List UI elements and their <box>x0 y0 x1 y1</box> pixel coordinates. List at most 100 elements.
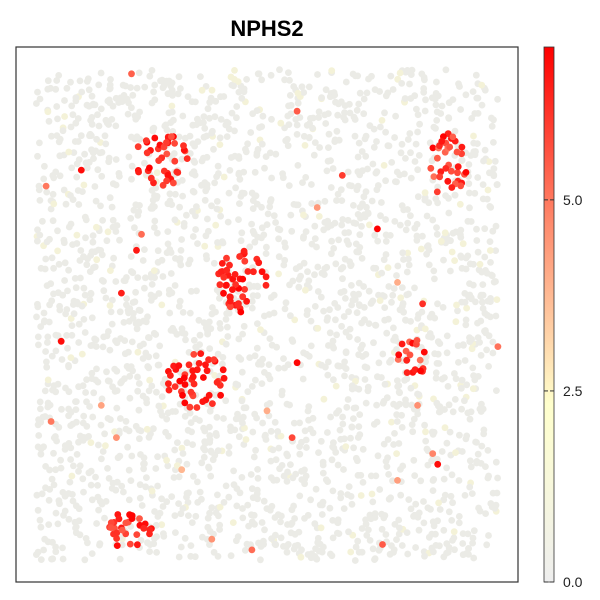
cell-point <box>72 119 80 127</box>
cell-point <box>253 414 260 422</box>
cell-point <box>150 425 157 433</box>
cell-point <box>75 201 83 208</box>
cell-point <box>155 290 163 297</box>
cell-point <box>50 290 57 298</box>
cell-point <box>461 397 468 405</box>
cell-point <box>206 114 213 122</box>
cell-point <box>274 428 282 435</box>
cell-point <box>100 287 108 295</box>
cell-point <box>267 427 275 435</box>
cell-point <box>285 69 292 76</box>
cell-point <box>284 452 291 460</box>
cell-point <box>68 102 76 110</box>
cell-point <box>327 184 335 191</box>
cell-point <box>82 535 90 542</box>
cell-point <box>90 155 97 163</box>
cell-point <box>106 194 114 202</box>
cell-point <box>459 530 467 537</box>
cell-point <box>431 275 438 283</box>
cell-point <box>380 440 388 448</box>
cell-point <box>327 413 334 421</box>
cell-point <box>285 102 292 110</box>
cell-point <box>244 501 252 509</box>
cell-point <box>455 513 463 520</box>
cell-point <box>332 260 340 268</box>
cell-point <box>332 448 340 456</box>
cluster-6-point <box>146 526 154 534</box>
cell-point <box>153 549 161 556</box>
cell-point <box>377 212 384 220</box>
cluster-2-point <box>250 268 257 276</box>
cell-point <box>201 124 209 132</box>
cell-point <box>140 465 148 473</box>
cell-point <box>64 287 71 295</box>
cell-point <box>151 508 159 515</box>
cell-point <box>315 114 322 121</box>
cell-point <box>216 134 224 142</box>
cell-point <box>389 86 397 93</box>
cell-point <box>242 436 250 443</box>
cluster-6-point <box>133 531 141 538</box>
cell-point <box>156 342 164 350</box>
cell-point <box>54 247 61 255</box>
cell-point <box>176 203 184 211</box>
cell-point <box>82 389 89 396</box>
cluster-3-point <box>175 362 183 369</box>
cell-point <box>140 317 147 325</box>
cell-point <box>313 243 320 251</box>
cell-point <box>341 372 348 380</box>
cell-point <box>58 405 65 413</box>
cell-point <box>217 324 224 332</box>
cell-point <box>300 89 308 96</box>
cell-point <box>52 388 60 396</box>
cluster-2-point <box>243 297 251 305</box>
cell-point <box>470 148 478 156</box>
cluster-1-point <box>146 164 153 172</box>
cell-point <box>80 181 88 189</box>
cell-point <box>164 240 172 248</box>
cell-point <box>113 478 121 486</box>
cell-point <box>467 463 475 471</box>
cell-point <box>211 113 219 121</box>
cell-point <box>134 387 142 395</box>
cell-point <box>120 488 127 496</box>
cell-point <box>212 308 219 316</box>
cell-point <box>314 324 322 332</box>
cell-point <box>402 155 409 162</box>
cell-point <box>169 324 177 332</box>
cell-point <box>103 237 111 245</box>
cell-point <box>319 461 327 469</box>
cell-point <box>360 283 367 290</box>
cell-point <box>350 290 357 298</box>
cell-point <box>143 395 150 403</box>
cell-point <box>261 164 268 172</box>
cell-point <box>66 478 74 486</box>
cell-point <box>454 342 462 350</box>
cell-point <box>166 190 174 198</box>
cell-point <box>150 540 158 548</box>
cell-point <box>290 502 297 510</box>
cell-point <box>356 431 364 439</box>
cell-point <box>129 91 137 99</box>
cell-point <box>248 511 255 519</box>
cell-point <box>136 435 143 443</box>
cell-point <box>164 228 172 236</box>
cell-point <box>125 317 133 325</box>
cluster-3-point <box>217 391 225 399</box>
cell-point <box>251 352 259 360</box>
cell-point <box>98 395 106 403</box>
colorbar-tick-label: 2.5 <box>563 383 583 399</box>
cell-point <box>457 252 465 260</box>
cell-point <box>345 240 352 248</box>
cell-point <box>80 434 88 441</box>
cell-point <box>304 268 311 276</box>
cell-point <box>197 73 204 80</box>
cell-point <box>65 148 73 156</box>
cell-point <box>207 472 215 480</box>
cell-point <box>206 423 213 431</box>
cell-point <box>444 548 452 556</box>
cell-point <box>398 542 406 549</box>
cell-point <box>265 371 272 379</box>
cell-point <box>220 415 227 422</box>
cell-point <box>459 540 467 547</box>
